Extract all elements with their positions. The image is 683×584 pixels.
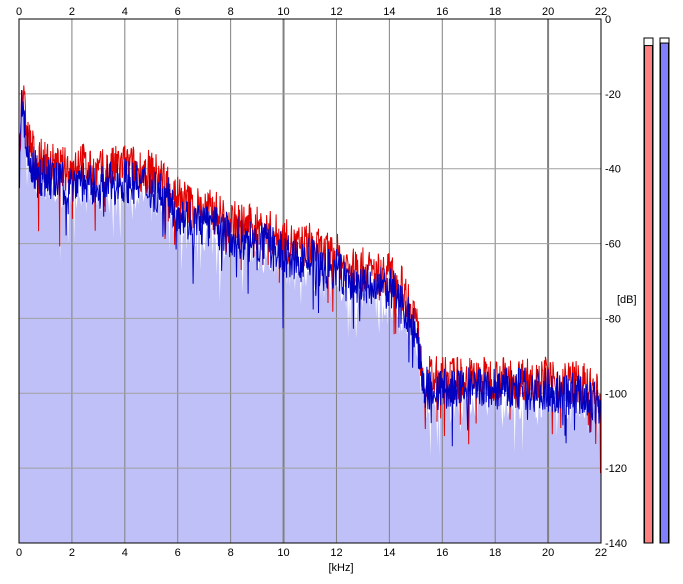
x-tick-label-bottom: 20: [542, 547, 554, 559]
x-tick-label-bottom: 10: [277, 547, 289, 559]
x-tick-label-top: 0: [16, 6, 22, 18]
level-meters: [643, 37, 670, 544]
x-tick-label-bottom: 22: [595, 547, 607, 559]
x-axis-unit-label: [kHz]: [328, 562, 353, 574]
x-tick-labels-top: 0 2 4 6 8 10 12 14 16 18 20 22: [16, 6, 607, 18]
x-tick-label-top: 6: [175, 6, 181, 18]
x-tick-labels-bottom: 0 2 4 6 8 10 12 14 16 18 20 22: [16, 547, 607, 559]
x-tick-label-bottom: 12: [330, 547, 342, 559]
x-tick-label-bottom: 2: [69, 547, 75, 559]
y-tick-label: 0: [605, 14, 611, 26]
x-tick-label-top: 18: [489, 6, 501, 18]
y-tick-label: -100: [605, 388, 627, 400]
y-axis-unit-label: [dB]: [617, 294, 637, 306]
y-tick-label: -60: [605, 239, 621, 251]
x-tick-label-top: 10: [277, 6, 289, 18]
right-level-meter: [660, 42, 669, 544]
x-tick-label-top: 12: [330, 6, 342, 18]
x-tick-label-bottom: 18: [489, 547, 501, 559]
y-tick-label: -20: [605, 89, 621, 101]
x-tick-label-bottom: 6: [175, 547, 181, 559]
series-line-blue: [18, 89, 602, 447]
y-tick-labels: 0 -20 -40 -60 -80 -100 -120 -140: [605, 14, 627, 550]
x-tick-label-top: 14: [383, 6, 395, 18]
x-tick-label-top: 22: [595, 6, 607, 18]
x-tick-label-bottom: 14: [383, 547, 395, 559]
x-tick-label-top: 16: [436, 6, 448, 18]
x-tick-label-bottom: 16: [436, 547, 448, 559]
y-tick-label: -80: [605, 313, 621, 325]
x-tick-label-top: 20: [542, 6, 554, 18]
x-tick-label-bottom: 4: [122, 547, 128, 559]
y-tick-label: -40: [605, 164, 621, 176]
y-tick-label: -120: [605, 463, 627, 475]
plot-frame: [18, 18, 602, 544]
plot-border: [18, 18, 602, 544]
x-tick-label-top: 2: [69, 6, 75, 18]
series-layer: [18, 85, 602, 474]
x-tick-label-top: 8: [228, 6, 234, 18]
y-tick-label: -140: [605, 538, 627, 550]
x-tick-label-bottom: 8: [228, 547, 234, 559]
x-tick-label-top: 4: [122, 6, 128, 18]
x-tick-label-bottom: 0: [16, 547, 22, 559]
series-line-red: [18, 85, 602, 474]
left-level-meter: [644, 45, 653, 544]
